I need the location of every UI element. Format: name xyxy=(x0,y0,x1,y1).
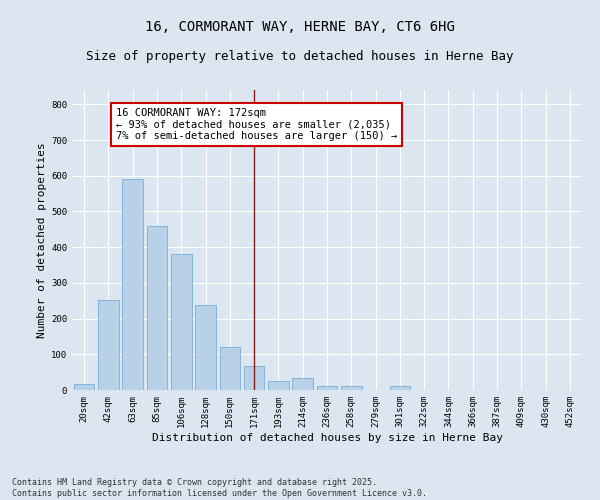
Text: 16, CORMORANT WAY, HERNE BAY, CT6 6HG: 16, CORMORANT WAY, HERNE BAY, CT6 6HG xyxy=(145,20,455,34)
Y-axis label: Number of detached properties: Number of detached properties xyxy=(37,142,47,338)
Bar xyxy=(317,386,337,390)
Bar xyxy=(195,306,216,390)
Bar xyxy=(292,378,313,390)
X-axis label: Distribution of detached houses by size in Herne Bay: Distribution of detached houses by size … xyxy=(151,432,503,442)
Bar xyxy=(122,180,143,390)
Bar xyxy=(220,347,240,390)
Bar xyxy=(341,386,362,390)
Text: 16 CORMORANT WAY: 172sqm
← 93% of detached houses are smaller (2,035)
7% of semi: 16 CORMORANT WAY: 172sqm ← 93% of detach… xyxy=(116,108,397,141)
Text: Size of property relative to detached houses in Herne Bay: Size of property relative to detached ho… xyxy=(86,50,514,63)
Bar xyxy=(171,254,191,390)
Bar xyxy=(98,300,119,390)
Bar xyxy=(74,384,94,390)
Text: Contains HM Land Registry data © Crown copyright and database right 2025.
Contai: Contains HM Land Registry data © Crown c… xyxy=(12,478,427,498)
Bar xyxy=(268,381,289,390)
Bar xyxy=(244,366,265,390)
Bar xyxy=(389,386,410,390)
Bar xyxy=(146,226,167,390)
